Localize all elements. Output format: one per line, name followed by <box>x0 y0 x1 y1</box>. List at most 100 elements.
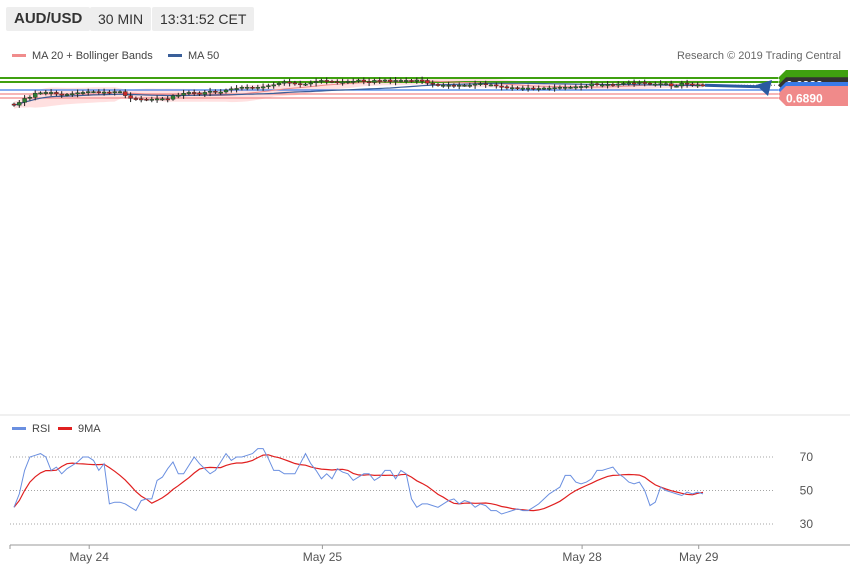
candle-body <box>679 82 684 87</box>
candle-body <box>75 92 80 95</box>
candle <box>345 79 351 85</box>
candle-body <box>457 84 462 87</box>
candle <box>75 89 80 98</box>
candle <box>584 84 589 89</box>
candle-body <box>91 91 96 93</box>
candle <box>372 78 377 85</box>
timeframe-label[interactable]: 30 MIN <box>90 7 152 31</box>
candle <box>33 90 38 101</box>
level-tag-label: 0.6890 <box>786 92 823 106</box>
candle <box>552 84 557 92</box>
candle-body <box>191 92 197 94</box>
rsi-line <box>13 448 704 515</box>
chart-header: AUD/USD 30 MIN 13:31:52 CET <box>0 0 850 38</box>
candle <box>669 80 674 90</box>
candle-body <box>578 86 584 88</box>
candle-body <box>690 83 695 86</box>
candle <box>319 78 324 84</box>
legend-rsi-ma-label: 9MA <box>78 423 101 435</box>
forecast-arrow-head <box>756 80 772 96</box>
candle-body <box>70 93 75 95</box>
candle <box>536 85 541 92</box>
candle <box>197 91 202 96</box>
candle <box>128 92 133 103</box>
candle <box>488 83 494 87</box>
candle-body <box>520 87 525 90</box>
candle <box>483 80 488 88</box>
candle <box>382 78 388 83</box>
candle <box>377 77 382 84</box>
candle-body <box>478 83 483 85</box>
candle-body <box>637 82 642 84</box>
symbol-label[interactable]: AUD/USD <box>6 7 91 31</box>
candle <box>266 83 271 89</box>
candles <box>11 76 706 108</box>
candle <box>101 88 107 96</box>
level-tag-5: 0.6890 <box>778 90 848 106</box>
candle <box>287 78 292 87</box>
candle <box>679 80 684 89</box>
candle-body <box>101 91 107 94</box>
candle-body <box>223 89 229 93</box>
candle <box>589 80 594 90</box>
candle <box>282 79 287 86</box>
candle-body <box>366 81 372 83</box>
candle-body <box>536 88 541 90</box>
copyright-text: Research © 2019 Trading Central <box>676 50 841 62</box>
candle <box>186 90 192 96</box>
candle-body <box>324 80 329 82</box>
candle <box>223 88 229 94</box>
candle-body <box>43 92 48 94</box>
candle-body <box>642 82 647 84</box>
candle-body <box>287 81 292 84</box>
ma50-line <box>13 82 703 106</box>
candle <box>298 80 303 88</box>
candle-body <box>308 82 313 85</box>
candle <box>647 81 653 86</box>
candle <box>425 78 430 86</box>
candle-body <box>282 81 287 84</box>
candle-body <box>17 102 22 106</box>
candle <box>22 95 27 107</box>
candle-body <box>563 86 568 89</box>
candle-body <box>239 86 245 89</box>
candle-body <box>234 88 239 90</box>
candle <box>213 89 218 95</box>
candle <box>149 96 155 103</box>
rsi-swatch <box>12 426 26 430</box>
legend-ma50-label: MA 50 <box>188 50 220 62</box>
candle-body <box>197 92 202 95</box>
candle-body <box>372 80 377 83</box>
rsi-level-label-2: 30 <box>800 517 814 531</box>
candle-body <box>377 80 382 82</box>
candle-body <box>451 84 457 87</box>
candle-body <box>393 80 398 82</box>
candle <box>170 94 176 101</box>
candle <box>27 95 33 101</box>
rsi-level-label-0: 70 <box>800 450 814 464</box>
time-label-3: May 29 <box>679 550 719 564</box>
candle <box>478 81 483 87</box>
candle-body <box>467 84 472 87</box>
candle-body <box>361 79 366 82</box>
candle <box>457 82 462 90</box>
legend-ma20: MA 20 + Bollinger Bands <box>12 50 153 62</box>
candle-body <box>669 83 674 87</box>
candle-body <box>218 91 223 94</box>
candle-body <box>213 90 218 93</box>
candle-body <box>557 86 563 89</box>
candle-body <box>303 83 308 86</box>
candle-body <box>33 92 38 98</box>
candle-body <box>568 86 573 89</box>
candle <box>11 102 17 107</box>
candle <box>409 79 414 83</box>
candle-body <box>96 91 102 93</box>
candle <box>165 95 170 103</box>
candle <box>504 84 510 90</box>
candle <box>568 85 573 89</box>
candle <box>515 86 520 90</box>
candle-body <box>626 82 631 85</box>
candle-body <box>229 88 234 91</box>
candle <box>207 87 213 97</box>
